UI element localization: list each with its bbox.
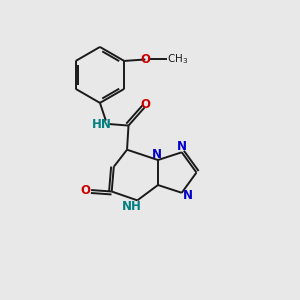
Text: NH: NH: [122, 200, 142, 213]
Text: N: N: [183, 189, 193, 202]
Text: CH$_3$: CH$_3$: [167, 52, 188, 66]
Text: O: O: [140, 53, 150, 66]
Text: HN: HN: [92, 118, 112, 130]
Text: N: N: [177, 140, 187, 153]
Text: O: O: [81, 184, 91, 196]
Text: N: N: [152, 148, 161, 160]
Text: O: O: [141, 98, 151, 111]
